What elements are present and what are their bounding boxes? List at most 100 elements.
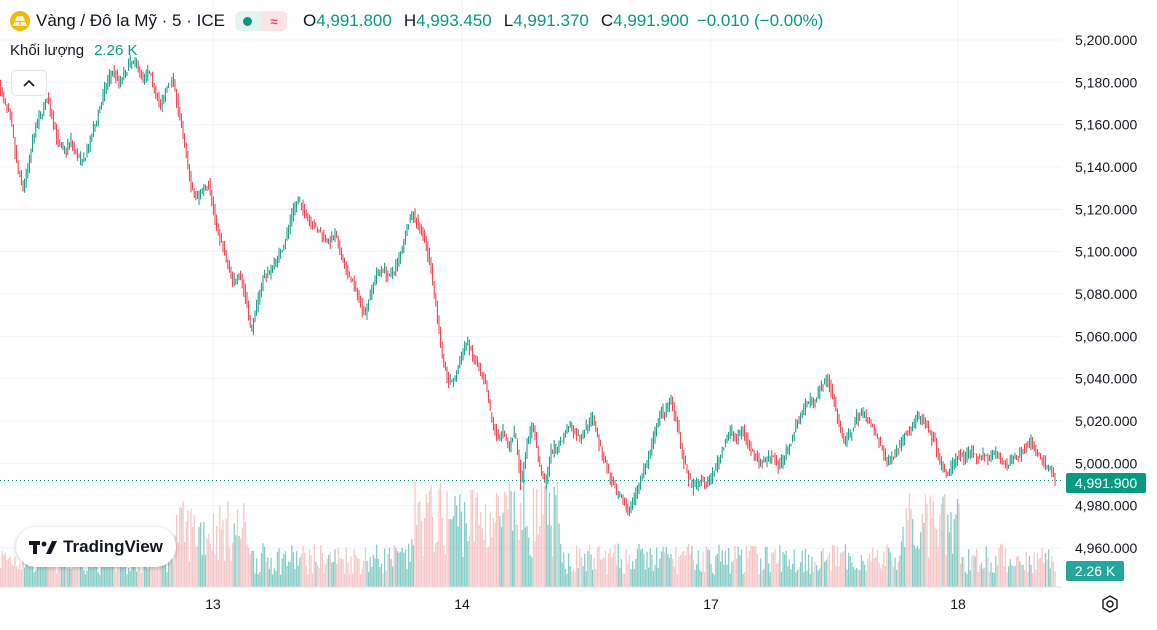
symbol-title[interactable]: Vàng / Đô la Mỹ · 5 · ICE	[36, 11, 225, 30]
volume-bar	[49, 553, 51, 587]
volume-bar	[934, 527, 936, 587]
volume-bar	[440, 482, 442, 587]
volume-bar	[700, 571, 703, 587]
volume-bar	[1024, 570, 1026, 587]
volume-bar	[344, 574, 346, 587]
volume-bar	[592, 569, 594, 587]
volume-bar	[459, 494, 461, 587]
volume-bar	[550, 525, 552, 587]
volume-bar	[963, 557, 965, 587]
volume-bar	[987, 556, 989, 587]
volume-bar	[924, 494, 927, 587]
volume-bar	[374, 558, 376, 587]
volume-bar	[411, 539, 413, 587]
volume-bar	[342, 559, 344, 587]
volume-bar	[444, 554, 447, 587]
volume-bar	[804, 548, 807, 587]
volume-bar	[406, 569, 408, 587]
volume-bar	[481, 528, 483, 587]
volume-bar	[168, 554, 170, 587]
y-axis[interactable]: 5,200.000 5,180.000 5,160.000 5,140.000 5,12…	[1075, 32, 1137, 556]
volume-bar	[531, 557, 533, 587]
volume-bar	[835, 565, 837, 587]
volume-bar	[363, 560, 365, 587]
volume-bar	[798, 567, 800, 587]
volume-bar	[1051, 556, 1053, 587]
volume-bar	[992, 572, 994, 587]
volume-bar	[622, 573, 624, 587]
volume-bar	[539, 526, 541, 587]
volume-bar	[200, 522, 202, 587]
volume-bar	[286, 566, 288, 587]
volume-bar	[683, 550, 685, 587]
ohlc-high: H4,993.450	[403, 11, 492, 30]
volume-bar	[1003, 566, 1005, 587]
status-pill[interactable]: ≈	[234, 11, 287, 31]
volume-bar	[340, 558, 343, 587]
symbol-legend: Vàng / Đô la Mỹ · 5 · ICE ≈ O4,991.800 H…	[10, 9, 823, 33]
volume-bar	[400, 551, 402, 587]
volume-bar	[232, 543, 234, 587]
volume-bar	[892, 567, 895, 587]
volume-bar	[600, 559, 602, 587]
volume-bar	[307, 574, 309, 587]
volume-bar	[612, 552, 615, 587]
volume-bar	[747, 557, 749, 587]
volume-bar	[176, 515, 178, 587]
volume-bar	[280, 574, 282, 587]
volume-bar	[680, 555, 682, 587]
volume-bar	[1019, 561, 1021, 587]
volume-bar	[366, 560, 368, 587]
volume-bar	[526, 525, 528, 587]
volume-bar	[720, 561, 722, 587]
volume-bar	[993, 572, 995, 587]
volume-bar	[441, 518, 443, 587]
volume-bar	[979, 565, 981, 587]
volume-bar	[614, 544, 616, 587]
volume-bar	[476, 492, 479, 587]
volume-bar	[62, 555, 64, 587]
volume-bar	[846, 569, 848, 587]
volume-bar	[187, 510, 189, 587]
volume-bar	[644, 569, 647, 587]
volume-bar	[196, 546, 199, 587]
volume-bar	[464, 502, 466, 587]
volume-bar	[971, 556, 973, 587]
volume-bar	[268, 568, 271, 587]
volume-bar	[646, 551, 648, 587]
volume-bar	[849, 556, 851, 587]
volume-bar	[830, 570, 832, 587]
volume-bar	[734, 546, 736, 587]
volume-bar	[611, 557, 613, 587]
volume-bar	[763, 568, 765, 587]
volume-bar	[710, 563, 712, 587]
volume-bar	[577, 568, 579, 587]
volume-bar	[198, 526, 200, 587]
ohlc-low: L4,991.370	[503, 11, 589, 30]
volume-bar	[25, 554, 27, 587]
volume-bar	[576, 545, 578, 587]
volume-bar	[601, 559, 603, 587]
volume-bar	[880, 568, 882, 587]
volume-bar	[11, 564, 13, 587]
volume-bar	[163, 551, 165, 587]
volume-bar	[675, 547, 677, 587]
volume-bar	[78, 550, 80, 587]
volume-bar	[252, 550, 255, 587]
volume-bar	[332, 561, 335, 587]
volume-bar	[102, 547, 104, 587]
collapse-legend-button[interactable]	[11, 70, 47, 96]
volume-bar	[51, 556, 53, 587]
volume-bar	[182, 501, 184, 587]
volume-bar	[496, 492, 498, 587]
volume-bar	[180, 507, 183, 587]
chart-settings-button[interactable]	[1099, 593, 1121, 615]
x-axis[interactable]: 13 14 17 18	[205, 596, 966, 612]
volume-bar	[1016, 556, 1018, 587]
volume-bar	[764, 547, 767, 587]
volume-label[interactable]: Khối lượng	[10, 42, 85, 59]
volume-bar	[404, 549, 407, 587]
tradingview-logo[interactable]: TradingView	[16, 527, 176, 567]
